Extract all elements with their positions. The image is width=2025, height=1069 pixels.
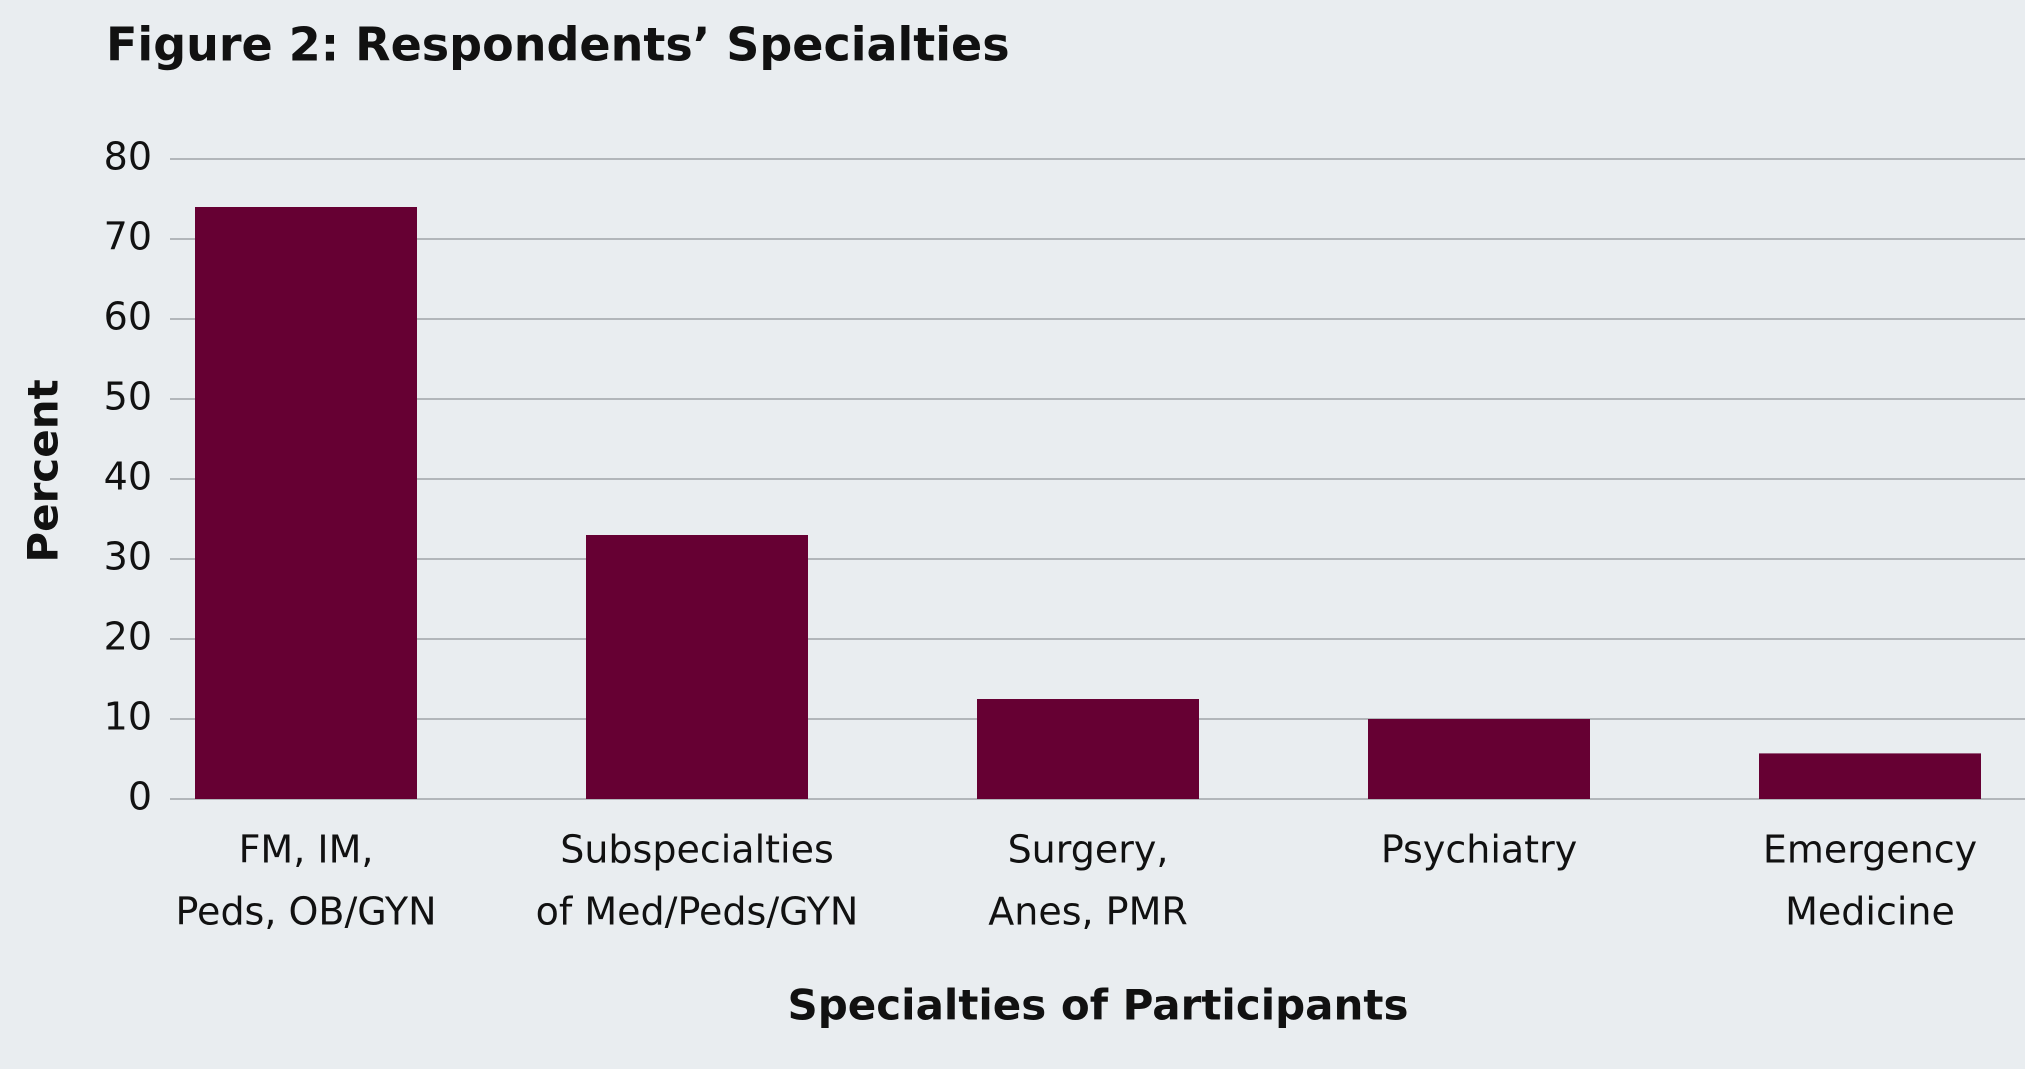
- x-tick-label: Subspecialties: [560, 828, 834, 872]
- x-tick-label: FM, IM,: [239, 828, 374, 872]
- x-axis-label: Specialties of Participants: [787, 981, 1408, 1030]
- x-tick-label: Medicine: [1785, 890, 1955, 934]
- bar: [977, 699, 1199, 799]
- y-tick-label: 0: [128, 775, 152, 819]
- y-tick-label: 80: [104, 135, 152, 179]
- y-tick-label: 50: [104, 375, 152, 419]
- x-tick-label: of Med/Peds/GYN: [536, 890, 859, 934]
- x-tick-label: Peds, OB/GYN: [176, 890, 437, 934]
- bar: [586, 535, 808, 799]
- x-tick-label: Emergency: [1763, 828, 1977, 872]
- bar: [1759, 753, 1981, 799]
- y-axis-label: Percent: [19, 379, 68, 562]
- x-tick-label: Psychiatry: [1381, 828, 1577, 872]
- bar: [1368, 719, 1590, 799]
- x-tick-label: Anes, PMR: [988, 890, 1188, 934]
- y-tick-label: 60: [104, 295, 152, 339]
- y-tick-label: 20: [104, 615, 152, 659]
- y-tick-label: 10: [104, 695, 152, 739]
- y-tick-label: 30: [104, 535, 152, 579]
- bar: [195, 207, 417, 799]
- chart-title: Figure 2: Respondents’ Specialties: [106, 18, 1010, 72]
- x-tick-label: Surgery,: [1008, 828, 1169, 872]
- y-tick-label: 70: [104, 215, 152, 259]
- y-tick-label: 40: [104, 455, 152, 499]
